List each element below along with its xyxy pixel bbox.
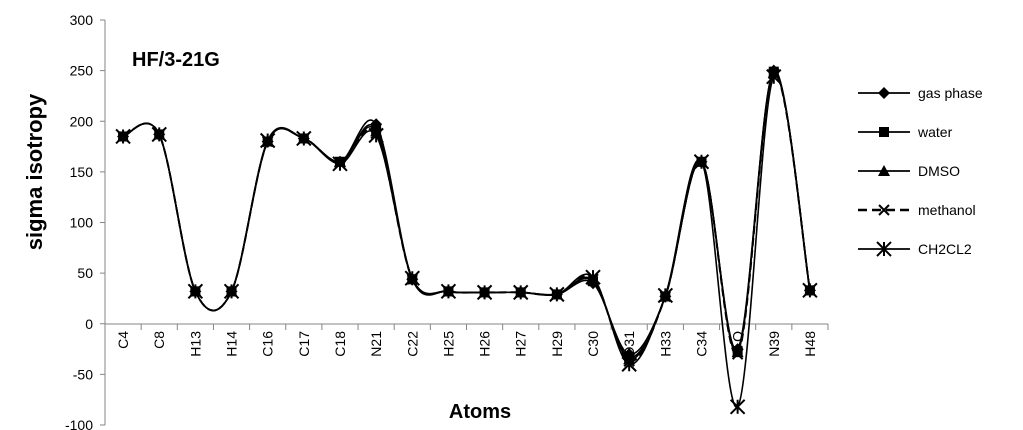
data-point — [404, 270, 420, 286]
x-tick-label: O — [730, 331, 746, 342]
data-point — [729, 399, 746, 415]
x-tick-label: H14 — [224, 331, 240, 357]
y-axis: -100 -50 0 50 100 150 200 250 300 — [65, 12, 106, 430]
data-point — [370, 118, 383, 131]
legend-label: CH2CL2 — [918, 241, 972, 257]
data-point — [802, 282, 818, 299]
data-point — [115, 128, 131, 145]
y-tick-label: 100 — [70, 215, 94, 231]
x-tick-label: H29 — [549, 331, 565, 357]
data-point — [731, 348, 744, 360]
legend-label: DMSO — [918, 163, 960, 179]
series-layer — [115, 64, 818, 415]
series-ch2cl2 — [115, 68, 818, 415]
series-line — [122, 70, 811, 358]
x-tick-label: C34 — [693, 331, 709, 357]
x-tick-label: C30 — [585, 331, 601, 357]
data-point — [259, 132, 276, 149]
data-point — [657, 287, 674, 304]
data-point — [549, 286, 565, 303]
x-tick-label: H13 — [187, 331, 203, 357]
x-tick-label: C22 — [404, 331, 420, 357]
legend: gas phase water DMSO methanol CH2CL2 — [858, 85, 983, 257]
data-point — [693, 154, 710, 170]
legend-label: gas phase — [918, 85, 983, 101]
data-point — [223, 283, 240, 300]
y-tick-label: -50 — [73, 366, 93, 382]
x-tick-label: C17 — [296, 331, 312, 357]
series-line — [122, 69, 811, 355]
legend-marker — [879, 127, 889, 137]
data-point — [766, 68, 782, 85]
legend-marker — [878, 165, 890, 176]
y-tick-label: 300 — [70, 12, 94, 28]
x-tick-label: H48 — [802, 331, 818, 357]
x-tick-label: C16 — [260, 331, 276, 357]
data-point — [585, 269, 601, 285]
legend-marker — [876, 241, 892, 257]
series-line — [122, 72, 811, 363]
y-tick-label: -100 — [65, 417, 93, 430]
x-tick-label: N21 — [368, 331, 384, 357]
legend-marker — [878, 204, 890, 216]
x-tick-label: H26 — [477, 331, 493, 357]
y-axis-title: sigma isotropy — [22, 93, 47, 250]
y-tick-label: 0 — [85, 316, 93, 332]
chart-title: HF/3-21G — [132, 49, 220, 71]
legend-item: gas phase — [858, 85, 983, 101]
legend-item: DMSO — [858, 163, 960, 179]
data-point — [151, 126, 167, 143]
legend-label: methanol — [918, 202, 976, 218]
series-methanol — [117, 67, 816, 367]
data-point — [187, 283, 204, 300]
x-tick-label: N39 — [766, 331, 782, 357]
data-point — [621, 356, 637, 372]
legend-item: methanol — [858, 202, 976, 218]
x-tick-label: H33 — [657, 331, 673, 357]
x-tick-label: H27 — [513, 331, 529, 357]
x-axis-title: Atoms — [449, 401, 511, 423]
x-tick-label: C4 — [115, 331, 131, 349]
legend-marker — [878, 87, 890, 99]
legend-item: CH2CL2 — [858, 241, 972, 257]
data-point — [332, 156, 348, 172]
data-point — [513, 284, 529, 301]
y-tick-label: 200 — [70, 113, 94, 129]
legend-label: water — [917, 124, 953, 140]
series-line — [122, 71, 811, 360]
data-point — [440, 283, 457, 300]
x-axis: C4 C8 H13 H14 C16 C17 C18 N21 C22 H25 H26 H27 H29 C30… — [104, 323, 829, 357]
data-point — [368, 127, 384, 144]
x-tick-label: H25 — [440, 331, 456, 357]
x-tick-label: C18 — [332, 331, 348, 357]
y-tick-label: 250 — [70, 63, 94, 79]
data-point — [296, 130, 312, 147]
data-point — [476, 284, 493, 301]
y-tick-label: 50 — [77, 265, 93, 281]
legend-item: water — [858, 124, 953, 140]
x-tick-label: C8 — [151, 331, 167, 349]
y-tick-label: 150 — [70, 164, 94, 180]
